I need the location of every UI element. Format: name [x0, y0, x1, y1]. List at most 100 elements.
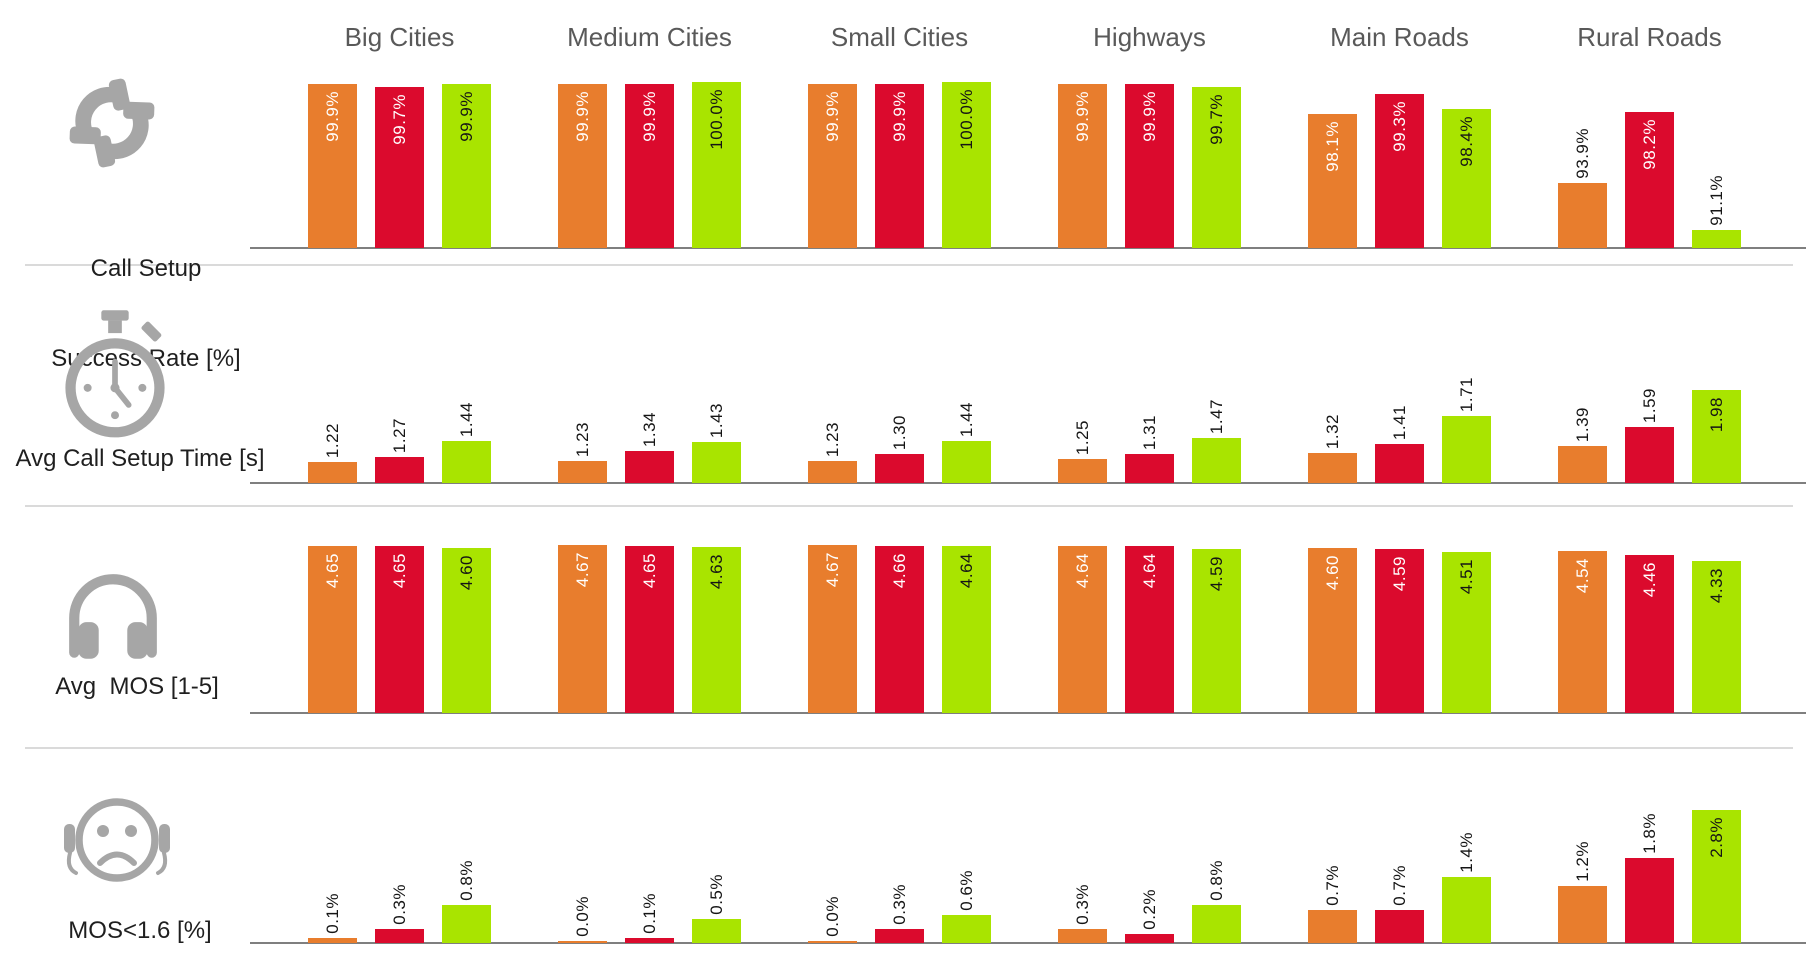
row-label-line: Success Rate [%]: [51, 345, 241, 372]
bar-value-label-call-setup-success-rate-highways-operator-green: 99.7%: [1192, 94, 1241, 145]
bar-avg-mos-small-cities-operator-orange: [808, 545, 857, 713]
column-header-small-cities: Small Cities: [830, 22, 969, 52]
bar-value-label-avg-call-setup-time-rural-roads-operator-green: 1.98: [1692, 397, 1741, 432]
row-separator: [25, 505, 1793, 507]
bar-value-label-avg-call-setup-time-small-cities-operator-green: 1.44: [942, 402, 991, 437]
bar-avg-mos-main-roads-operator-orange: [1308, 548, 1357, 713]
bar-value-text: 2.8%: [1706, 817, 1726, 858]
bar-call-setup-success-rate-main-roads-operator-orange: [1308, 114, 1357, 248]
bar-value-text: 99.7%: [1206, 94, 1226, 145]
bar-value-label-call-setup-success-rate-highways-operator-orange: 99.9%: [1058, 91, 1107, 142]
bar-value-label-avg-mos-main-roads-operator-orange: 4.60: [1308, 555, 1357, 590]
bar-value-text: 4.66: [889, 553, 909, 589]
bar-value-text: 1.27: [389, 417, 409, 453]
bar-mos-below-1-6-highways-operator-green: [1192, 905, 1241, 943]
bar-avg-call-setup-time-main-roads-operator-red: [1375, 444, 1424, 483]
bar-avg-call-setup-time-big-cities-operator-green: [442, 441, 491, 483]
bar-value-text: 1.8%: [1639, 813, 1659, 854]
bar-mos-below-1-6-small-cities-operator-red: [875, 929, 924, 943]
bar-avg-mos-big-cities-operator-red: [375, 546, 424, 713]
bar-value-label-call-setup-success-rate-main-roads-operator-green: 98.4%: [1442, 116, 1491, 167]
bar-value-text: 4.65: [389, 553, 409, 589]
bar-call-setup-success-rate-medium-cities-operator-orange: [558, 84, 607, 248]
bar-value-text: 4.64: [956, 553, 976, 589]
bar-avg-call-setup-time-small-cities-operator-green: [942, 441, 991, 483]
bar-avg-call-setup-time-rural-roads-operator-red: [1625, 427, 1674, 483]
bar-value-text: 99.9%: [456, 91, 476, 142]
row-label-mos-below-1-6: MOS<1.6 [%]: [68, 917, 212, 944]
bar-call-setup-success-rate-small-cities-operator-green: [942, 82, 991, 248]
bar-value-text: 0.3%: [1072, 884, 1092, 925]
bar-call-setup-success-rate-big-cities-operator-orange: [308, 84, 357, 248]
bar-value-text: 1.23: [572, 421, 592, 457]
bar-mos-below-1-6-medium-cities-operator-green: [692, 919, 741, 943]
bar-mos-below-1-6-rural-roads-operator-orange: [1558, 886, 1607, 943]
bar-call-setup-success-rate-main-roads-operator-green: [1442, 109, 1491, 248]
bar-value-label-call-setup-success-rate-medium-cities-operator-red: 99.9%: [625, 91, 674, 142]
axis-baseline-row-4: [250, 942, 1806, 944]
bar-mos-below-1-6-main-roads-operator-red: [1375, 910, 1424, 943]
bar-mos-below-1-6-small-cities-operator-green: [942, 915, 991, 943]
bar-value-label-call-setup-success-rate-small-cities-operator-red: 99.9%: [875, 91, 924, 142]
bar-avg-call-setup-time-big-cities-operator-red: [375, 457, 424, 483]
bar-value-text: 0.6%: [956, 870, 976, 911]
bar-value-text: 1.23: [822, 421, 842, 457]
bar-value-label-avg-call-setup-time-small-cities-operator-orange: 1.23: [808, 422, 857, 457]
bar-value-label-mos-below-1-6-main-roads-operator-red: 0.7%: [1375, 865, 1424, 906]
bar-value-text: 1.44: [456, 401, 476, 437]
bar-value-label-avg-call-setup-time-small-cities-operator-red: 1.30: [875, 415, 924, 450]
row-separator: [25, 264, 1793, 266]
bar-value-text: 1.22: [322, 422, 342, 458]
bar-value-label-avg-mos-big-cities-operator-orange: 4.65: [308, 553, 357, 588]
bar-value-text: 4.67: [572, 552, 592, 588]
bar-call-setup-success-rate-big-cities-operator-green: [442, 84, 491, 248]
column-header-highways: Highways: [1093, 22, 1206, 52]
column-header-medium-cities: Medium Cities: [567, 22, 732, 52]
bar-value-text: 99.9%: [822, 91, 842, 142]
bar-call-setup-success-rate-medium-cities-operator-green: [692, 82, 741, 248]
bar-value-label-call-setup-success-rate-medium-cities-operator-orange: 99.9%: [558, 91, 607, 142]
bar-value-label-mos-below-1-6-big-cities-operator-green: 0.8%: [442, 860, 491, 901]
bar-value-text: 91.1%: [1706, 175, 1726, 226]
bar-avg-call-setup-time-small-cities-operator-orange: [808, 461, 857, 483]
bar-value-label-avg-call-setup-time-medium-cities-operator-green: 1.43: [692, 403, 741, 438]
bar-value-text: 1.34: [639, 411, 659, 447]
bar-value-label-mos-below-1-6-big-cities-operator-orange: 0.1%: [308, 893, 357, 934]
bar-value-text: 1.47: [1206, 398, 1226, 434]
bar-avg-call-setup-time-main-roads-operator-green: [1442, 416, 1491, 483]
bar-value-text: 93.9%: [1572, 128, 1592, 179]
bar-value-text: 1.43: [706, 402, 726, 438]
bar-value-text: 99.9%: [1139, 91, 1159, 142]
bar-call-setup-success-rate-rural-roads-operator-red: [1625, 112, 1674, 248]
bar-value-label-avg-call-setup-time-medium-cities-operator-red: 1.34: [625, 412, 674, 447]
bar-value-label-mos-below-1-6-medium-cities-operator-orange: 0.0%: [558, 896, 607, 937]
bar-avg-mos-big-cities-operator-green: [442, 548, 491, 713]
bar-call-setup-success-rate-highways-operator-orange: [1058, 84, 1107, 248]
bar-value-text: 0.1%: [322, 893, 342, 934]
bar-value-label-avg-mos-medium-cities-operator-green: 4.63: [692, 554, 741, 589]
bar-value-text: 0.2%: [1139, 889, 1159, 930]
bar-avg-call-setup-time-rural-roads-operator-green: [1692, 390, 1741, 483]
bar-mos-below-1-6-rural-roads-operator-green: [1692, 810, 1741, 943]
bar-value-text: 1.32: [1322, 413, 1342, 449]
bar-avg-call-setup-time-medium-cities-operator-green: [692, 442, 741, 483]
bar-value-label-call-setup-success-rate-small-cities-operator-green: 100.0%: [942, 89, 991, 150]
bar-value-label-call-setup-success-rate-main-roads-operator-red: 99.3%: [1375, 101, 1424, 152]
bar-value-text: 0.5%: [706, 874, 726, 915]
bar-value-label-avg-call-setup-time-highways-operator-orange: 1.25: [1058, 420, 1107, 455]
bar-mos-below-1-6-main-roads-operator-green: [1442, 877, 1491, 943]
bar-value-label-call-setup-success-rate-medium-cities-operator-green: 100.0%: [692, 89, 741, 150]
bar-value-text: 1.44: [956, 401, 976, 437]
row-label-line: Call Setup: [90, 255, 202, 282]
bar-value-label-avg-call-setup-time-highways-operator-red: 1.31: [1125, 415, 1174, 450]
bar-value-text: 0.7%: [1322, 865, 1342, 906]
stopwatch-icon: [58, 308, 172, 451]
bar-value-label-avg-call-setup-time-main-roads-operator-green: 1.71: [1442, 377, 1491, 412]
bar-value-text: 4.59: [1389, 556, 1409, 592]
column-header-main-roads: Main Roads: [1330, 22, 1469, 52]
bar-value-text: 0.7%: [1389, 865, 1409, 906]
bar-avg-call-setup-time-small-cities-operator-red: [875, 454, 924, 483]
row-label-avg-mos: Avg MOS [1-5]: [55, 673, 219, 700]
bar-value-text: 0.0%: [822, 896, 842, 937]
bar-value-text: 1.2%: [1572, 841, 1592, 882]
